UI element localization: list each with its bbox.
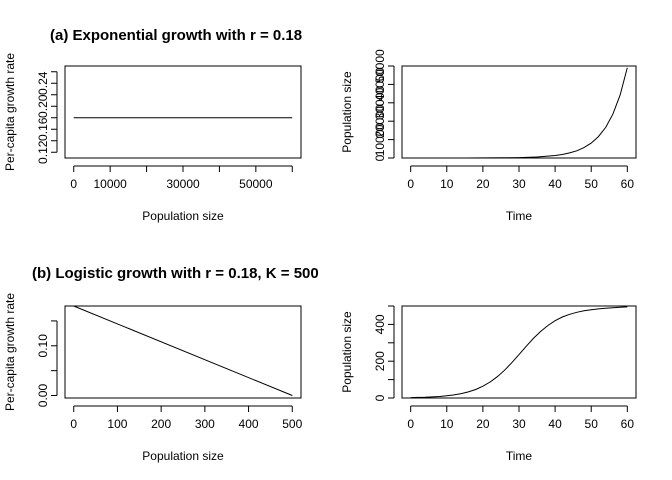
y-axis-label-2: Population size: [340, 71, 354, 153]
x-tick-label: 60: [621, 417, 635, 431]
y-tick-label: 30000: [373, 86, 387, 120]
y-axis-label-1: Per-capita growth rate: [3, 53, 17, 171]
plot-frame-3: [64, 305, 302, 399]
x-tick-label: 10: [440, 177, 454, 191]
y-tick-label: 0.00: [36, 384, 50, 408]
x-tick-label: 50: [585, 177, 599, 191]
x-tick-label: 0: [70, 177, 77, 191]
plot-frame-4: [401, 305, 637, 399]
y-tick-label: 200: [373, 351, 387, 371]
panel-title-1: (a) Exponential growth with r = 0.18: [50, 27, 302, 44]
y-tick-label: 0: [373, 394, 387, 401]
y-tick-label: 400: [373, 314, 387, 334]
y-axis-label-4: Population size: [340, 311, 354, 393]
plot-frame-1: [64, 65, 302, 159]
y-tick-label: 50000: [373, 49, 387, 83]
y-tick-label: 0.16: [36, 117, 50, 141]
x-tick-label: 10000: [93, 177, 127, 191]
x-tick-label: 0: [407, 417, 414, 431]
x-tick-label: 500: [282, 417, 302, 431]
x-tick-label: 30000: [166, 177, 200, 191]
x-tick-label: 20: [476, 417, 490, 431]
series-line-2: [410, 67, 628, 159]
y-tick-label: 0.24: [36, 71, 50, 95]
y-tick-label: 0.20: [36, 94, 50, 118]
series-line-4: [410, 306, 628, 399]
y-tick-label: 40000: [373, 67, 387, 101]
x-tick-label: 30: [512, 417, 526, 431]
y-tick-label: 0.10: [36, 334, 50, 358]
x-tick-label: 400: [239, 417, 259, 431]
x-tick-label: 50: [585, 417, 599, 431]
x-tick-label: 200: [151, 417, 171, 431]
x-tick-label: 30: [512, 177, 526, 191]
x-tick-label: 0: [70, 417, 77, 431]
x-tick-label: 100: [107, 417, 127, 431]
x-axis-label-4: Time: [506, 449, 533, 463]
x-tick-label: 20: [476, 177, 490, 191]
x-axis-label-3: Population size: [142, 449, 224, 463]
y-axis-label-3: Per-capita growth rate: [3, 293, 17, 411]
panel-title-3: (b) Logistic growth with r = 0.18, K = 5…: [32, 265, 319, 282]
x-tick-label: 60: [621, 177, 635, 191]
x-tick-label: 50000: [239, 177, 273, 191]
x-tick-label: 300: [195, 417, 215, 431]
plot-frame-2: [401, 65, 637, 159]
series-line-3: [73, 305, 293, 396]
y-tick-label: 0: [373, 154, 387, 161]
x-tick-label: 40: [548, 177, 562, 191]
y-tick-label: 0.12: [36, 140, 50, 164]
x-tick-label: 40: [548, 417, 562, 431]
x-axis-label-2: Time: [506, 209, 533, 223]
x-tick-label: 10: [440, 417, 454, 431]
x-tick-label: 0: [407, 177, 414, 191]
y-tick-label: 20000: [373, 104, 387, 138]
x-axis-label-1: Population size: [142, 209, 224, 223]
y-tick-label: 10000: [373, 123, 387, 157]
